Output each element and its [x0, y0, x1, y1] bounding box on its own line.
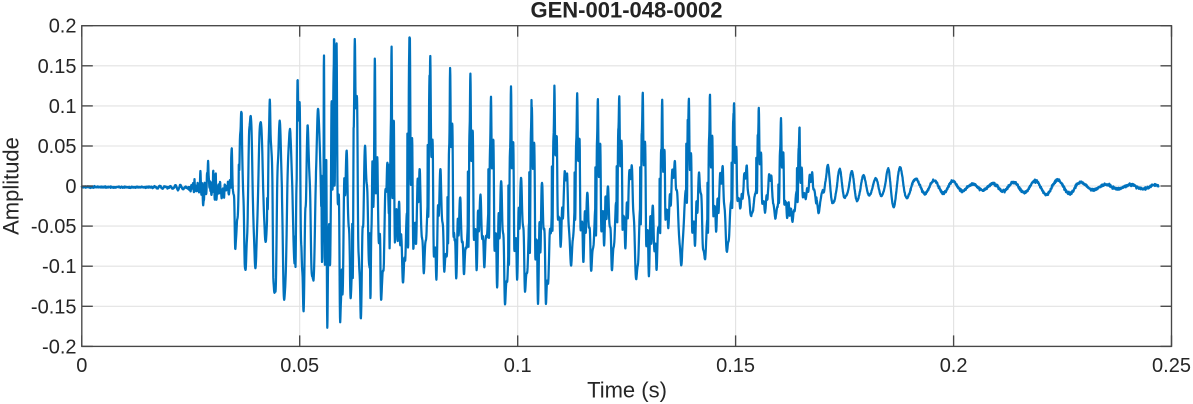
- svg-text:0.15: 0.15: [716, 355, 755, 377]
- svg-text:0.25: 0.25: [1152, 355, 1191, 377]
- svg-text:-0.2: -0.2: [42, 336, 76, 358]
- svg-text:0: 0: [76, 355, 87, 377]
- svg-text:0.2: 0.2: [49, 16, 77, 38]
- svg-text:GEN-001-048-0002: GEN-001-048-0002: [530, 0, 722, 23]
- svg-text:0.15: 0.15: [38, 56, 77, 78]
- svg-text:-0.05: -0.05: [31, 216, 77, 238]
- svg-text:Time (s): Time (s): [587, 378, 667, 403]
- svg-text:0.1: 0.1: [49, 96, 77, 118]
- svg-text:-0.1: -0.1: [42, 256, 76, 278]
- svg-text:Amplitude: Amplitude: [0, 137, 24, 235]
- svg-text:0.1: 0.1: [504, 355, 532, 377]
- svg-text:0.05: 0.05: [38, 136, 77, 158]
- svg-text:0.05: 0.05: [280, 355, 319, 377]
- svg-text:-0.15: -0.15: [31, 296, 77, 318]
- svg-text:0: 0: [65, 176, 76, 198]
- svg-text:0.2: 0.2: [940, 355, 968, 377]
